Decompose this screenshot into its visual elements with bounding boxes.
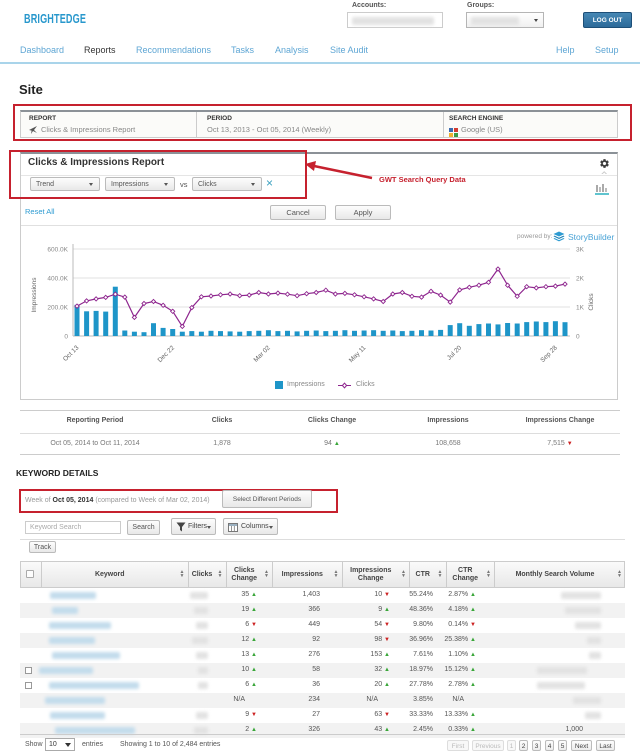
svg-text:400.0K: 400.0K (47, 276, 68, 283)
svg-text:600.0K: 600.0K (47, 247, 68, 254)
svg-text:0: 0 (64, 334, 68, 341)
svg-text:Sep 28: Sep 28 (539, 344, 559, 364)
svg-text:Mar 02: Mar 02 (253, 344, 273, 364)
svg-text:GWT Search Query Data: GWT Search Query Data (379, 175, 467, 184)
svg-text:3K: 3K (576, 247, 585, 254)
svg-text:Dec 22: Dec 22 (157, 344, 177, 364)
svg-text:Jul 20: Jul 20 (446, 344, 463, 361)
svg-text:Clicks: Clicks (588, 293, 595, 311)
svg-text:May 11: May 11 (348, 344, 368, 364)
svg-text:200.0K: 200.0K (47, 305, 68, 312)
svg-text:0: 0 (576, 334, 580, 341)
svg-text:Impressions: Impressions (31, 277, 38, 313)
svg-text:2K: 2K (576, 276, 585, 283)
svg-text:1K: 1K (576, 305, 585, 312)
svg-text:Oct 13: Oct 13 (62, 344, 81, 363)
